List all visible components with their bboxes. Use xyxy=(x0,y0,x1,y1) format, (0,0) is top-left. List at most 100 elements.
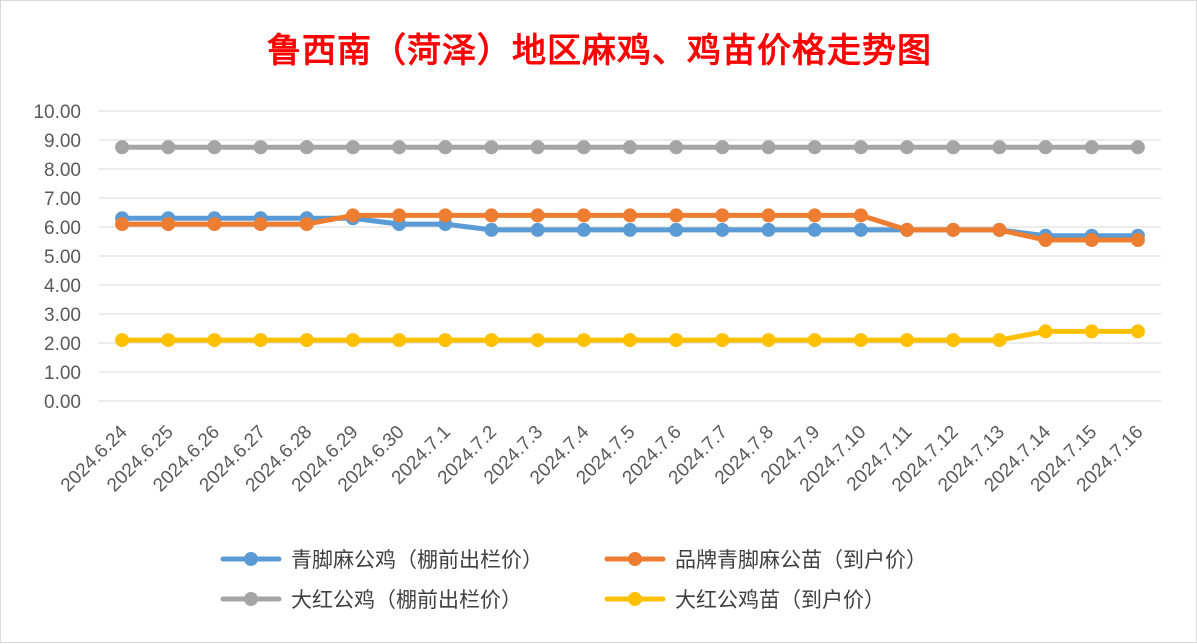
legend-swatch-marker xyxy=(244,552,258,566)
data-point xyxy=(438,333,453,348)
data-point xyxy=(669,140,684,155)
data-point xyxy=(438,140,453,155)
data-point xyxy=(715,333,730,348)
data-point xyxy=(807,208,822,223)
data-point xyxy=(669,208,684,223)
data-point xyxy=(576,140,591,155)
data-point xyxy=(900,222,915,237)
y-tick-label: 3.00 xyxy=(44,305,81,326)
data-point xyxy=(715,222,730,237)
data-point xyxy=(853,208,868,223)
data-point xyxy=(345,208,360,223)
y-tick-label: 6.00 xyxy=(44,218,81,239)
data-point xyxy=(207,333,222,348)
data-point xyxy=(1130,233,1145,248)
data-point xyxy=(392,333,407,348)
data-point xyxy=(392,208,407,223)
y-tick-label: 5.00 xyxy=(44,247,81,268)
data-point xyxy=(392,140,407,155)
data-point xyxy=(161,217,176,232)
data-point xyxy=(669,333,684,348)
data-point xyxy=(484,222,499,237)
data-point xyxy=(484,140,499,155)
data-point xyxy=(992,333,1007,348)
data-point xyxy=(807,140,822,155)
data-point xyxy=(761,333,776,348)
y-tick-label: 1.00 xyxy=(44,363,81,384)
data-point xyxy=(299,217,314,232)
data-point xyxy=(1038,233,1053,248)
data-point xyxy=(1084,140,1099,155)
data-point xyxy=(761,208,776,223)
data-point xyxy=(623,208,637,223)
data-point xyxy=(484,208,499,223)
data-point xyxy=(299,140,314,155)
data-point xyxy=(438,208,453,223)
y-tick-label: 9.00 xyxy=(44,131,81,152)
data-point xyxy=(1038,324,1053,339)
legend-label: 品牌青脚麻公苗（到户价） xyxy=(675,548,927,572)
data-point xyxy=(669,222,684,237)
data-point xyxy=(530,222,545,237)
data-point xyxy=(530,140,545,155)
data-point xyxy=(761,140,776,155)
data-point xyxy=(299,333,314,348)
data-point xyxy=(946,333,961,348)
data-point xyxy=(992,140,1007,155)
data-point xyxy=(161,140,176,155)
data-point xyxy=(253,333,268,348)
data-point xyxy=(761,222,776,237)
data-point xyxy=(623,333,637,348)
data-point xyxy=(530,208,545,223)
legend-swatch-marker xyxy=(244,592,258,606)
data-point xyxy=(715,208,730,223)
data-point xyxy=(853,140,868,155)
data-point xyxy=(1038,140,1053,155)
data-point xyxy=(900,140,915,155)
data-point xyxy=(1084,233,1099,248)
data-point xyxy=(115,140,130,155)
data-point xyxy=(207,217,222,232)
y-tick-label: 10.00 xyxy=(33,102,81,123)
data-point xyxy=(253,217,268,232)
data-point xyxy=(484,333,499,348)
y-axis-ticks: 0.00 1.00 2.00 3.00 4.00 5.00 6.00 7.00 8.00 9.00… xyxy=(33,102,81,413)
data-point xyxy=(1130,324,1145,339)
data-point xyxy=(623,140,637,155)
legend-label: 大红公鸡苗（到户价） xyxy=(675,588,885,612)
data-point xyxy=(345,333,360,348)
data-point xyxy=(1084,324,1099,339)
data-point xyxy=(992,222,1007,237)
y-tick-label: 0.00 xyxy=(44,392,81,413)
data-point xyxy=(853,333,868,348)
x-axis-ticks: 2024.6.242024.6.252024.6.262024.6.272024… xyxy=(57,421,1147,496)
data-point xyxy=(576,208,591,223)
data-point xyxy=(946,222,961,237)
legend-label: 大红公鸡（棚前出栏价） xyxy=(291,588,522,612)
chart-title: 鲁西南（菏泽）地区麻鸡、鸡苗价格走势图 xyxy=(267,31,932,71)
data-point xyxy=(576,333,591,348)
series-group xyxy=(115,140,1145,348)
legend-swatch-marker xyxy=(628,552,642,566)
data-point xyxy=(807,222,822,237)
data-point xyxy=(345,140,360,155)
data-point xyxy=(623,222,637,237)
data-point xyxy=(253,140,268,155)
grid-lines xyxy=(99,110,1161,402)
data-point xyxy=(1130,140,1145,155)
y-tick-label: 4.00 xyxy=(44,276,81,297)
data-point xyxy=(115,333,130,348)
y-tick-label: 8.00 xyxy=(44,160,81,181)
data-point xyxy=(807,333,822,348)
data-point xyxy=(576,222,591,237)
legend-label: 青脚麻公鸡（棚前出栏价） xyxy=(291,548,543,572)
y-tick-label: 7.00 xyxy=(44,189,81,210)
data-point xyxy=(715,140,730,155)
data-point xyxy=(530,333,545,348)
data-point xyxy=(207,140,222,155)
data-point xyxy=(900,333,915,348)
data-point xyxy=(853,222,868,237)
data-point xyxy=(161,333,176,348)
